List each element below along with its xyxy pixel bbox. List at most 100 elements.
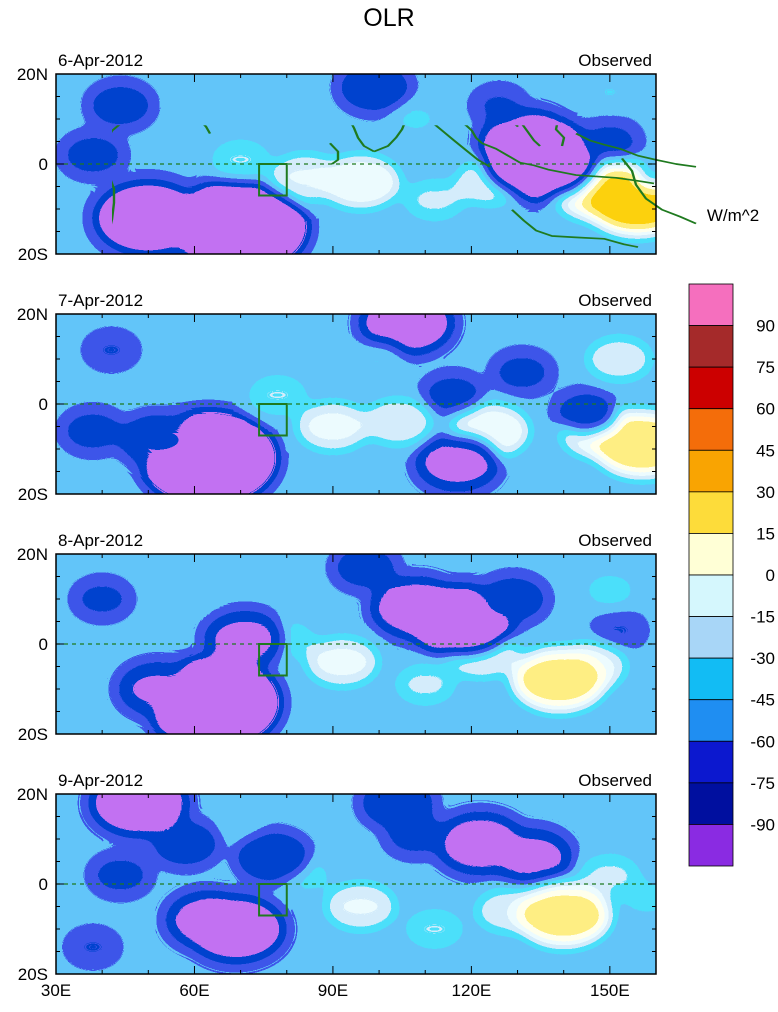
colorbar-swatch	[688, 408, 734, 451]
colorbar-swatch	[688, 657, 734, 701]
y-tick-label: 20N	[17, 545, 48, 564]
y-tick-label: 0	[39, 635, 48, 654]
anomaly-blob	[405, 909, 464, 949]
colorbar-level-label: -45	[750, 691, 775, 710]
anomaly-blob	[184, 337, 223, 363]
colorbar-level-label: -90	[750, 815, 775, 834]
y-tick-label: 20S	[18, 725, 48, 744]
anomaly-blob	[211, 139, 270, 180]
colorbar-swatch	[688, 824, 734, 867]
anomaly-blob	[68, 930, 118, 964]
anomaly-blob	[490, 829, 573, 885]
panel-label-observed: Observed	[578, 771, 652, 790]
anomaly-blob	[583, 572, 636, 608]
anomaly-blob	[174, 576, 215, 604]
anomaly-blob	[356, 343, 402, 375]
anomaly-blob	[118, 662, 197, 716]
chart-title: OLR	[363, 4, 414, 32]
y-tick-label: 20N	[17, 305, 48, 324]
anomaly-blob	[479, 576, 547, 622]
anomaly-blob	[392, 103, 440, 135]
anomaly-blob	[95, 182, 202, 254]
anomaly-blob	[174, 183, 307, 254]
colorbar-swatch	[688, 449, 734, 493]
anomaly-blob	[594, 613, 644, 648]
highlight-box	[258, 883, 288, 917]
highlight-box	[258, 643, 288, 677]
colorbar: W/m^2 90 75 60 45 30 15 0 -15 -30 -45 -60 -75 -90	[688, 206, 775, 867]
anomaly-blob	[304, 637, 380, 687]
highlight-box	[258, 163, 288, 197]
colorbar-level-label: -30	[750, 649, 775, 668]
panel-date: 7-Apr-2012	[58, 291, 143, 310]
anomaly-blob	[403, 179, 465, 221]
anomaly-blob	[339, 74, 410, 111]
panel-label-observed: Observed	[578, 291, 652, 310]
x-tick-label: 90E	[318, 981, 348, 1000]
anomaly-blob	[91, 855, 150, 895]
anomaly-blob	[204, 612, 286, 667]
y-tick-label: 20S	[18, 965, 48, 984]
y-tick-label: 0	[39, 395, 48, 414]
colorbar-level-label: -60	[750, 732, 775, 751]
anomaly-blob	[583, 163, 656, 237]
y-tick-label: 20S	[18, 245, 48, 264]
colorbar-level-label: 75	[756, 358, 775, 377]
anomaly-blob	[599, 812, 639, 839]
colorbar-level-label: -75	[750, 774, 775, 793]
colorbar-units-label: W/m^2	[707, 206, 759, 225]
anomaly-blob	[636, 160, 656, 186]
anomaly-blob	[510, 647, 608, 713]
anomaly-blob	[187, 896, 285, 962]
anomaly-blob	[174, 87, 215, 115]
anomaly-blob	[324, 882, 397, 931]
anomaly-blob	[62, 134, 124, 176]
anomaly-blob	[515, 883, 613, 948]
x-tick-label: 30E	[41, 981, 71, 1000]
colorbar-swatch	[688, 491, 734, 534]
olr-field	[56, 74, 656, 254]
anomaly-blob	[415, 434, 500, 491]
anomaly-blob	[362, 398, 433, 446]
anomaly-blob	[62, 410, 124, 452]
colorbar-level-label: 90	[756, 317, 775, 336]
x-axis: 30E 60E 90E 120E 150E	[41, 981, 630, 1000]
anomaly-blob	[481, 120, 600, 199]
anomaly-blob	[580, 121, 640, 162]
anomaly-blob	[585, 336, 653, 382]
anomaly-blob	[220, 811, 261, 840]
colorbar-level-label: 15	[756, 524, 775, 543]
panels-group: 20N 0 20S 6-Apr-2012 Observed 20N 0 20S 7-Apr-20…	[17, 51, 698, 984]
colorbar-level-label: 45	[756, 441, 775, 460]
anomaly-blob	[295, 401, 371, 452]
colorbar-swatch	[688, 283, 734, 326]
anomaly-blob	[492, 352, 552, 393]
anomaly-blob	[579, 854, 641, 896]
anomaly-blob	[151, 821, 219, 866]
anomaly-blob	[120, 415, 195, 465]
panel-label-observed: Observed	[578, 531, 652, 550]
anomaly-blob	[360, 314, 454, 354]
colorbar-swatch	[688, 325, 734, 368]
colorbar-level-label: -15	[750, 608, 775, 627]
map-panel: 20N 0 20S 8-Apr-2012 Observed	[17, 531, 657, 744]
anomaly-blob	[248, 375, 307, 415]
anomaly-blob	[319, 154, 402, 210]
anomaly-blob	[385, 814, 447, 855]
highlight-box	[258, 403, 288, 437]
anomaly-blob	[236, 832, 310, 882]
colorbar-swatch	[688, 574, 734, 617]
colorbar-level-label: 0	[766, 566, 775, 585]
y-tick-label: 20N	[17, 785, 48, 804]
x-tick-label: 120E	[452, 981, 492, 1000]
panel-date: 9-Apr-2012	[58, 771, 143, 790]
x-tick-label: 60E	[179, 981, 209, 1000]
anomaly-blob	[620, 880, 656, 915]
map-panel: 20N 0 20S 9-Apr-2012 Observed	[17, 771, 657, 984]
anomaly-blob	[555, 391, 619, 435]
x-tick-label: 150E	[590, 981, 630, 1000]
colorbar-level-label: 30	[756, 483, 775, 502]
y-tick-label: 0	[39, 875, 48, 894]
map-panel: 20N 0 20S 6-Apr-2012 Observed	[17, 51, 698, 264]
